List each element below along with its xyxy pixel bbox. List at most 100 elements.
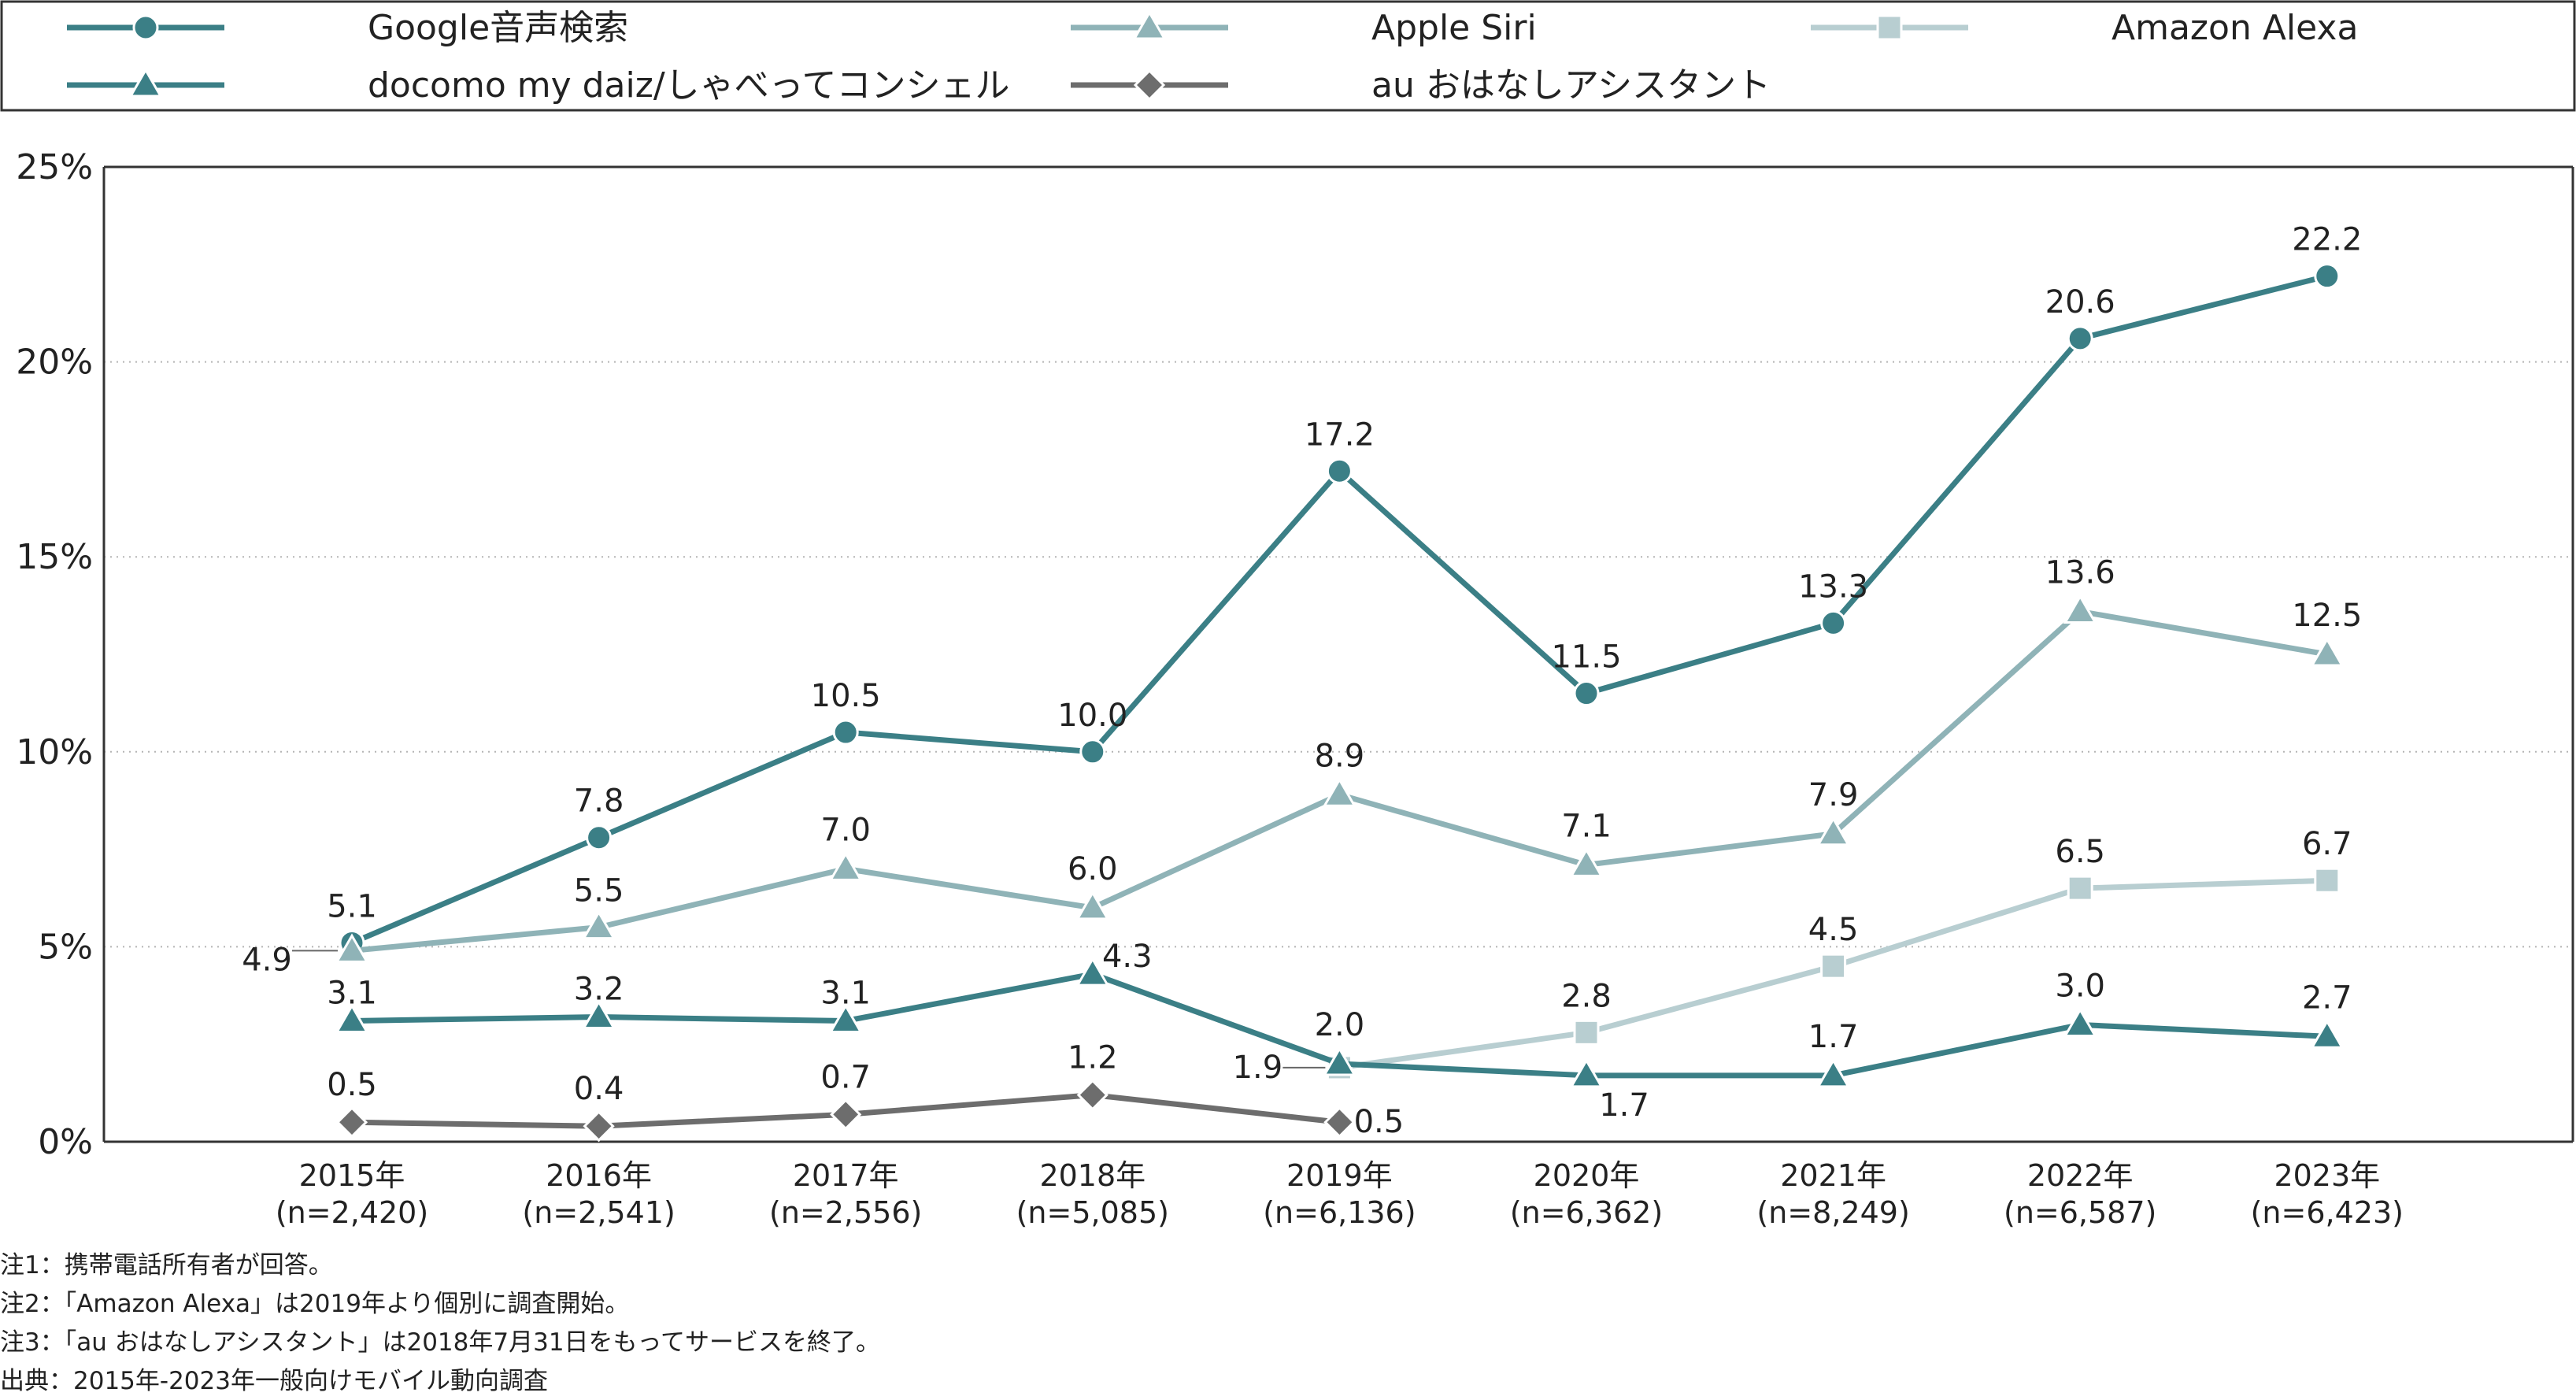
y-tick-label: 0% (38, 1122, 93, 1162)
x-tick-sample-size: (n=2,541) (522, 1195, 675, 1230)
legend-square-marker (1876, 14, 1903, 41)
x-tick-sample-size: (n=2,420) (276, 1195, 428, 1230)
data-label: 1.9 (1233, 1050, 1283, 1086)
data-label: 1.7 (1808, 1019, 1859, 1055)
data-label: 7.9 (1808, 777, 1859, 813)
data-point-triangle (1816, 816, 1851, 846)
data-point-square (1573, 1019, 1600, 1046)
y-tick-label: 20% (16, 343, 93, 383)
legend-item: docomo my daiz/しゃべってコンシェル (67, 65, 1009, 106)
data-point-circle (2314, 263, 2341, 290)
x-tick-label: 2021年 (1780, 1158, 1886, 1193)
legend-label: au おはなしアシスタント (1371, 65, 1771, 106)
data-label: 6.0 (1068, 851, 1118, 887)
y-tick-label: 5% (38, 927, 93, 967)
data-point-circle (2067, 325, 2093, 352)
data-label: 20.6 (2045, 284, 2115, 320)
series-line-group: 1.9 2.8 4.5 6.5 6.7 (1233, 826, 2352, 1086)
data-label: 4.9 (242, 942, 292, 978)
series-line-group: 5.1 7.8 10.5 10.0 17.2 11.5 13.3 20.6 22.2 (327, 222, 2362, 956)
x-tick-label: 2020年 (1534, 1158, 1640, 1193)
x-tick-sample-size: (n=2,556) (769, 1195, 922, 1230)
data-label: 7.1 (1561, 808, 1612, 844)
x-tick-sample-size: (n=6,136) (1263, 1195, 1416, 1230)
data-label: 12.5 (2292, 598, 2362, 634)
x-tick-label: 2018年 (1039, 1158, 1146, 1193)
data-label: 2.7 (2302, 980, 2352, 1016)
legend-triangle-marker (1132, 9, 1167, 40)
series-line-group: 4.9 5.5 7.0 6.0 8.9 7.1 7.9 13.6 12.5 (242, 555, 2362, 979)
data-label: 0.7 (820, 1059, 871, 1095)
data-label: 4.3 (1102, 939, 1153, 975)
data-point-triangle (335, 933, 369, 963)
y-tick-label: 15% (16, 537, 93, 577)
data-label: 22.2 (2292, 222, 2362, 258)
data-point-triangle (1569, 1057, 1604, 1088)
data-point-triangle (1816, 1057, 1851, 1088)
y-tick-label: 25% (16, 147, 93, 187)
footnotes: 注1：携帯電話所有者が回答。 注2：「Amazon Alexa」は2019年より… (0, 1251, 880, 1395)
data-label: 1.2 (1068, 1040, 1118, 1076)
legend-label: Apple Siri (1371, 8, 1537, 48)
data-point-triangle (1075, 890, 1110, 920)
note-2: 注2：「Amazon Alexa」は2019年より個別に調査開始。 (0, 1290, 629, 1318)
data-point-triangle (2310, 636, 2345, 667)
legend-circle-marker (132, 14, 159, 41)
data-point-square (2067, 875, 2093, 902)
data-point-triangle (2063, 594, 2097, 624)
data-point-circle (1079, 739, 1106, 765)
series-line-group: 3.1 3.2 3.1 4.3 2.0 1.7 1.7 3.0 2.7 (327, 939, 2352, 1124)
data-label: 0.5 (1354, 1104, 1405, 1140)
data-point-diamond (830, 1098, 862, 1131)
data-label: 8.9 (1315, 738, 1365, 774)
data-label: 0.4 (574, 1071, 624, 1107)
data-label: 13.6 (2045, 555, 2115, 591)
legend-label: docomo my daiz/しゃべってコンシェル (368, 65, 1009, 106)
data-label: 3.1 (820, 975, 871, 1011)
x-tick-sample-size: (n=8,249) (1756, 1195, 1909, 1230)
data-point-triangle (828, 851, 863, 881)
data-label: 3.2 (574, 972, 624, 1008)
data-label: 2.8 (1561, 978, 1612, 1014)
legend: Google音声検索 Apple Siri Amazon Alexa docomo m… (0, 0, 2576, 112)
data-label: 10.5 (811, 678, 881, 714)
data-point-square (1820, 953, 1847, 980)
data-label: 6.5 (2055, 834, 2105, 870)
data-label: 11.5 (1551, 639, 1621, 676)
data-point-circle (586, 824, 613, 851)
data-label: 10.0 (1057, 698, 1127, 734)
data-point-triangle (1322, 777, 1356, 807)
x-tick-label: 2016年 (546, 1158, 652, 1193)
y-tick-label: 10% (16, 732, 93, 772)
data-label: 7.0 (820, 812, 871, 848)
data-point-diamond (335, 1106, 368, 1139)
legend-triangle-marker (128, 67, 163, 98)
data-point-triangle (582, 909, 616, 940)
note-1: 注1：携帯電話所有者が回答。 (0, 1251, 333, 1280)
data-label: 2.0 (1315, 1007, 1365, 1043)
legend-item: Google音声検索 (67, 8, 628, 48)
x-tick-label: 2023年 (2274, 1158, 2380, 1193)
data-label: 17.2 (1305, 417, 1375, 453)
data-label: 5.1 (327, 888, 377, 924)
x-tick-label: 2015年 (299, 1158, 405, 1193)
legend-label: Amazon Alexa (2112, 8, 2358, 48)
legend-label: Google音声検索 (368, 8, 628, 48)
note-3: 注3：「au おはなしアシスタント」は2018年7月31日をもってサービスを終了… (0, 1328, 880, 1357)
data-point-circle (1820, 609, 1847, 636)
source-note: 出典：2015年-2023年一般向けモバイル動向調査 (0, 1367, 548, 1395)
data-label: 4.5 (1808, 912, 1859, 948)
data-point-circle (1573, 680, 1600, 707)
x-tick-sample-size: (n=6,362) (1510, 1195, 1663, 1230)
x-tick-sample-size: (n=5,085) (1016, 1195, 1169, 1230)
x-tick-label: 2019年 (1286, 1158, 1393, 1193)
legend-item: Apple Siri (1071, 8, 1537, 48)
data-label: 3.1 (327, 975, 377, 1011)
data-point-triangle (828, 1003, 863, 1033)
x-tick-sample-size: (n=6,587) (2004, 1195, 2156, 1230)
plot-area: 0%5%10%15%20%25%2015年(n=2,420)2016年(n=2,… (16, 147, 2574, 1230)
legend-frame (0, 0, 2576, 112)
data-label: 3.0 (2055, 968, 2105, 1004)
legend-item: Amazon Alexa (1811, 8, 2358, 48)
data-point-square (2314, 867, 2341, 894)
